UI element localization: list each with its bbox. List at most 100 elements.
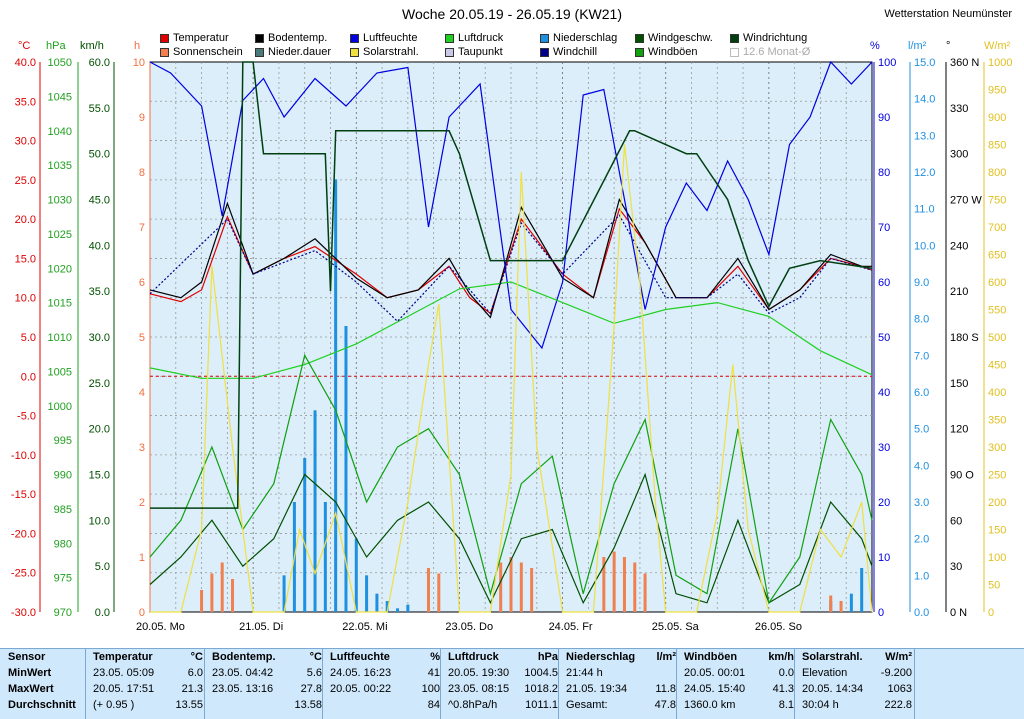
stats-cell-value: 100 (421, 683, 440, 695)
tick-label-temp_c: -10.0 (11, 450, 36, 462)
stats-cell-label: 1360.0 km (684, 699, 736, 711)
stats-row-labels: Sensor MinWert MaxWert Durchschnitt (8, 649, 80, 719)
tick-label-humidity_pct: 80 (878, 167, 890, 179)
tick-label-humidity_pct: 70 (878, 222, 890, 234)
day-label: 24.05. Fr (549, 621, 593, 633)
stats-cell-row: 23.05. 05:09 6.0 (93, 665, 203, 681)
legend-swatch (255, 33, 264, 43)
tick-label-temp_c: 5.0 (21, 332, 36, 344)
bar-sonnenschein (839, 601, 843, 612)
bar-niederschlag (860, 568, 864, 612)
tick-label-temp_c: -30.0 (11, 607, 36, 619)
tick-label-wind_kmh: 15.0 (89, 470, 110, 482)
stats-cell-value: 8.1 (778, 699, 794, 711)
day-label: 20.05. Mo (136, 621, 185, 633)
legend-item-0: Temperatur (160, 32, 229, 44)
tick-label-temp_c: 40.0 (15, 57, 36, 69)
stats-separator (558, 649, 559, 719)
stats-cell-value: 27.8 (300, 683, 322, 695)
tick-label-sun_h: 4 (139, 387, 145, 399)
tick-label-temp_c: 25.0 (15, 175, 36, 187)
legend-label: 12.6 Monat-Ø (743, 46, 811, 58)
stats-cell-row: 13.58 (212, 697, 322, 713)
legend-swatch (445, 47, 454, 57)
stats-row-label: Sensor (8, 651, 46, 663)
tick-label-solar_wm2: 450 (988, 360, 1006, 372)
tick-label-temp_c: 20.0 (15, 214, 36, 226)
series-line-windben (149, 353, 873, 605)
stats-cell-row: (+ 0.95 ) 13.55 (93, 697, 203, 713)
tick-label-temp_c: 10.0 (15, 293, 36, 305)
tick-label-temp_c: -5.0 (17, 411, 36, 423)
tick-label-wind_kmh: 50.0 (89, 149, 110, 161)
pressure-unit: hPa (46, 40, 66, 52)
legend-swatch (730, 33, 739, 43)
bar-sonnenschein (602, 557, 606, 612)
stats-cell-row: 24.05. 15:40 41.3 (684, 681, 794, 697)
stats-cell-label: 23.05. 05:09 (93, 667, 155, 679)
tick-label-rain_lm2: 15.0 (914, 57, 935, 69)
tick-label-wind_kmh: 45.0 (89, 195, 110, 207)
tick-label-rain_lm2: 9.0 (914, 277, 929, 289)
bar-sonnenschein (530, 568, 534, 612)
tick-label-pressure_hpa: 1010 (48, 332, 72, 344)
tick-label-temp_c: -15.0 (11, 489, 36, 501)
series-line-solarstrahl (150, 144, 873, 613)
bar-niederschlag (334, 179, 338, 613)
stats-cell-label: ^0.8hPa/h (448, 699, 498, 711)
bar-niederschlag (396, 608, 400, 612)
stats-column-title: Luftdruck (448, 651, 499, 663)
stats-cell-row: 21:44 h (566, 665, 676, 681)
tick-label-pressure_hpa: 985 (54, 504, 72, 516)
tick-label-sun_h: 10 (133, 57, 145, 69)
tick-label-humidity_pct: 30 (878, 442, 890, 454)
tick-label-solar_wm2: 0 (988, 607, 994, 619)
tick-label-rain_lm2: 5.0 (914, 424, 929, 436)
tick-label-solar_wm2: 100 (988, 552, 1006, 564)
tick-label-solar_wm2: 250 (988, 470, 1006, 482)
tick-label-pressure_hpa: 1040 (48, 126, 72, 138)
stats-cell-label: 23.05. 08:15 (448, 683, 510, 695)
bar-sonnenschein (622, 557, 626, 612)
legend-swatch (160, 33, 169, 43)
stats-row-label: Durchschnitt (8, 699, 76, 711)
stats-column-unit: W/m² (885, 651, 912, 663)
tick-label-solar_wm2: 500 (988, 332, 1006, 344)
tick-label-pressure_hpa: 975 (54, 573, 72, 585)
tick-label-dir_deg: 300 (950, 149, 968, 161)
bar-sonnenschein (499, 562, 503, 612)
tick-label-pressure_hpa: 1030 (48, 195, 72, 207)
stats-column-unit: km/h (768, 651, 794, 663)
tick-label-sun_h: 8 (139, 167, 145, 179)
stats-cell-value: -9.200 (880, 667, 912, 679)
tick-label-dir_deg: 180 S (950, 332, 979, 344)
legend-swatch (730, 47, 739, 57)
stats-cell-label: 20.05. 00:22 (330, 683, 392, 695)
bar-niederschlag (313, 410, 317, 612)
tick-label-sun_h: 6 (139, 277, 145, 289)
stats-column-title: Solarstrahl. (802, 651, 863, 663)
bar-niederschlag (282, 575, 286, 612)
legend-label: Nieder.dauer (268, 46, 331, 58)
tick-label-rain_lm2: 0.0 (914, 607, 929, 619)
stats-row-label: MinWert (8, 667, 52, 679)
stats-column: Bodentemp. °C 23.05. 04:42 5.6 23.05. 13:16 2… (212, 649, 322, 719)
legend-item-2: Bodentemp. (255, 32, 327, 44)
tick-label-temp_c: 30.0 (15, 136, 36, 148)
legend-item-9: Windchill (540, 46, 597, 58)
tick-label-pressure_hpa: 970 (54, 607, 72, 619)
dir-unit: ° (946, 40, 951, 52)
stats-cell-value: 11.8 (655, 683, 676, 695)
legend-label: Bodentemp. (268, 32, 328, 44)
stats-separator (204, 649, 205, 719)
tick-label-solar_wm2: 300 (988, 442, 1006, 454)
stats-cell-value: 222.8 (884, 699, 912, 711)
tick-label-rain_lm2: 13.0 (914, 130, 935, 142)
tick-label-humidity_pct: 10 (878, 552, 890, 564)
legend-label: Luftfeuchte (363, 32, 418, 44)
stats-cell-label: 21.05. 19:34 (566, 683, 628, 695)
legend-swatch (445, 33, 454, 43)
tick-label-rain_lm2: 1.0 (914, 570, 929, 582)
tick-label-sun_h: 7 (139, 222, 145, 234)
legend-swatch (635, 47, 644, 57)
